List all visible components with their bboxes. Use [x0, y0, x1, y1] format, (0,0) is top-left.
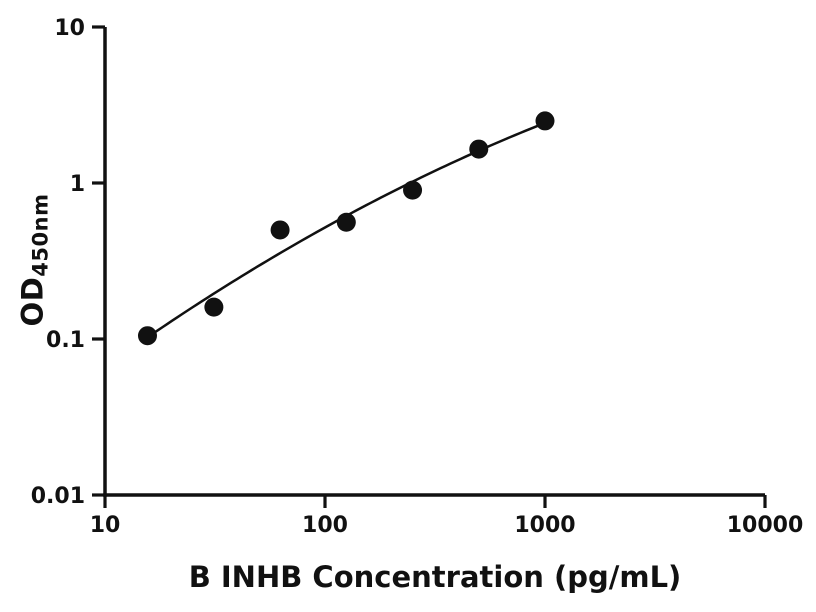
data-point — [270, 220, 290, 240]
y-tick-label: 0.01 — [31, 484, 85, 509]
y-axis-title-main: OD — [15, 276, 50, 327]
data-point — [336, 212, 356, 232]
data-point — [403, 180, 423, 200]
y-tick-label: 10 — [54, 16, 85, 41]
x-axis-ticks: 10 100 1000 10000 — [90, 495, 804, 538]
axes — [103, 27, 765, 497]
x-tick-label: 10000 — [727, 513, 804, 538]
data-point — [535, 111, 555, 131]
x-axis-title: B INHB Concentration (pg/mL) — [188, 560, 682, 594]
data-point — [137, 326, 157, 346]
y-axis-title: OD450nm — [16, 194, 53, 327]
y-axis-title-sub: 450nm — [28, 193, 53, 277]
y-tick-label: 1 — [70, 172, 85, 197]
y-axis-ticks: 0.01 0.1 1 10 — [31, 16, 105, 509]
x-tick-label: 10 — [90, 513, 121, 538]
data-point — [469, 139, 489, 159]
x-tick-label: 1000 — [514, 513, 575, 538]
data-point — [204, 297, 224, 317]
data-points — [137, 111, 555, 346]
x-tick-label: 100 — [302, 513, 348, 538]
y-tick-label: 0.1 — [46, 328, 85, 353]
